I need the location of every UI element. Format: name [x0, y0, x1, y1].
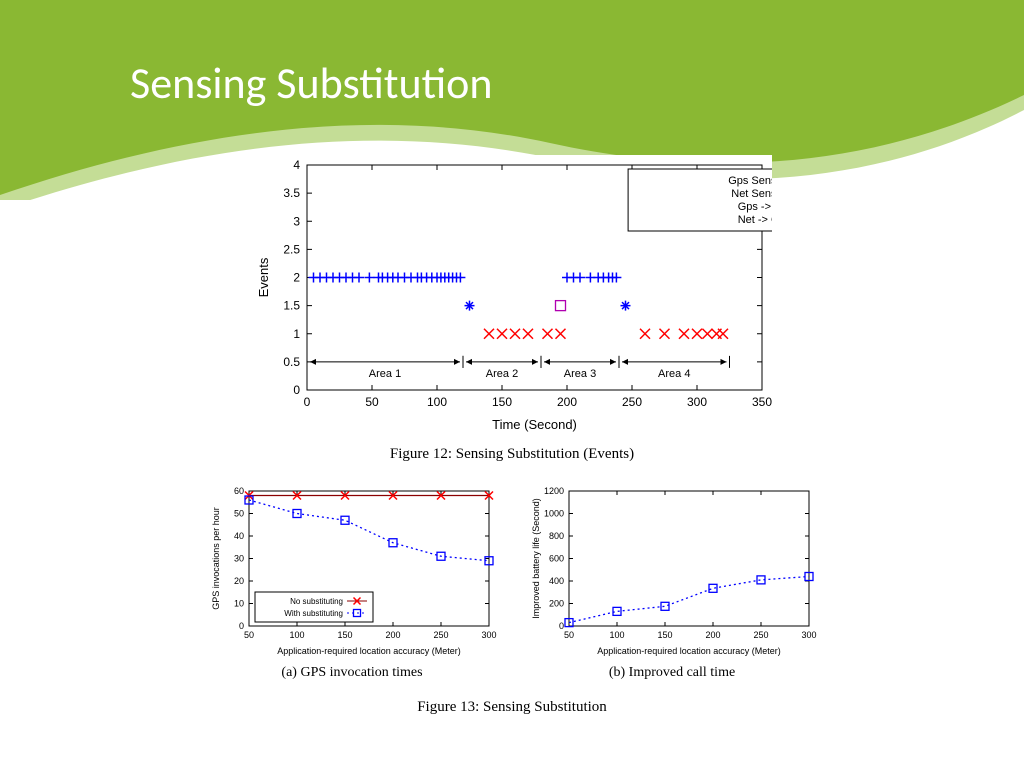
- svg-text:10: 10: [234, 599, 244, 609]
- svg-text:30: 30: [234, 554, 244, 564]
- svg-text:Area 4: Area 4: [658, 368, 690, 380]
- svg-text:Area 1: Area 1: [369, 368, 401, 380]
- svg-text:300: 300: [481, 630, 496, 640]
- svg-text:No substituting: No substituting: [290, 597, 343, 606]
- svg-text:400: 400: [549, 576, 564, 586]
- svg-text:0: 0: [239, 621, 244, 631]
- svg-text:0: 0: [559, 621, 564, 631]
- svg-text:50: 50: [564, 630, 574, 640]
- svg-text:Gps -> Net: Gps -> Net: [738, 201, 772, 213]
- svg-text:300: 300: [801, 630, 816, 640]
- svg-text:4: 4: [293, 158, 300, 172]
- svg-text:Area 2: Area 2: [486, 368, 518, 380]
- svg-text:2.5: 2.5: [283, 242, 300, 256]
- svg-text:350: 350: [752, 395, 772, 409]
- svg-text:Gps Sensing: Gps Sensing: [728, 175, 772, 187]
- svg-text:1000: 1000: [544, 509, 564, 519]
- svg-text:250: 250: [622, 395, 642, 409]
- svg-text:200: 200: [705, 630, 720, 640]
- svg-text:300: 300: [687, 395, 707, 409]
- caption-figure-13: Figure 13: Sensing Substitution: [417, 699, 607, 716]
- svg-text:0: 0: [304, 395, 311, 409]
- svg-text:3: 3: [293, 214, 300, 228]
- svg-text:200: 200: [557, 395, 577, 409]
- svg-text:50: 50: [365, 395, 379, 409]
- slide-content: 05010015020025030035000.511.522.533.54Ti…: [0, 155, 1024, 768]
- svg-text:250: 250: [433, 630, 448, 640]
- svg-text:50: 50: [234, 509, 244, 519]
- svg-text:Application-required location: Application-required location accuracy (…: [277, 646, 461, 656]
- subcaption-b: (b) Improved call time: [527, 665, 817, 681]
- chart-a-container: 50 100 150 200 250 300 0 10 20 30 40 50 60 Applicatio…: [207, 483, 497, 681]
- svg-text:800: 800: [549, 531, 564, 541]
- svg-text:150: 150: [492, 395, 512, 409]
- svg-text:1: 1: [293, 327, 300, 341]
- svg-text:Improved battery life (Second): Improved battery life (Second): [531, 498, 541, 619]
- svg-text:50: 50: [244, 630, 254, 640]
- svg-text:100: 100: [289, 630, 304, 640]
- caption-figure-12: Figure 12: Sensing Substitution (Events): [390, 446, 634, 463]
- svg-text:GPS invocations per hour: GPS invocations per hour: [211, 507, 221, 610]
- svg-text:Events: Events: [256, 257, 271, 297]
- svg-text:150: 150: [657, 630, 672, 640]
- chart-events: 0 50 100 150 200 250 300 350 0 0.5 1 1.5 2 2.5 3 3.5 4 Ti…: [252, 155, 772, 440]
- svg-text:200: 200: [385, 630, 400, 640]
- svg-text:Application-required location: Application-required location accuracy (…: [597, 646, 781, 656]
- svg-text:600: 600: [549, 554, 564, 564]
- svg-text:0.5: 0.5: [283, 355, 300, 369]
- svg-text:1200: 1200: [544, 486, 564, 496]
- chart-b-container: 50 100 150 200 250 300 0 200 400 600 800 1000 1200 Ap…: [527, 483, 817, 681]
- chart-row: 50 100 150 200 250 300 0 10 20 30 40 50 60 Applicatio…: [207, 483, 817, 681]
- slide-title: Sensing Substitution: [130, 56, 492, 110]
- subcaption-a: (a) GPS invocation times: [207, 665, 497, 681]
- svg-text:Time (Second): Time (Second): [492, 417, 577, 432]
- svg-text:1.5: 1.5: [283, 299, 300, 313]
- svg-text:100: 100: [609, 630, 624, 640]
- svg-text:2: 2: [293, 271, 300, 285]
- svg-text:3.5: 3.5: [283, 186, 300, 200]
- svg-text:60: 60: [234, 486, 244, 496]
- svg-text:40: 40: [234, 531, 244, 541]
- svg-text:With substituting: With substituting: [284, 609, 343, 618]
- svg-text:Net -> Gps: Net -> Gps: [738, 214, 772, 226]
- svg-text:20: 20: [234, 576, 244, 586]
- svg-text:250: 250: [753, 630, 768, 640]
- svg-text:200: 200: [549, 599, 564, 609]
- svg-text:100: 100: [427, 395, 447, 409]
- svg-text:0: 0: [293, 383, 300, 397]
- svg-text:150: 150: [337, 630, 352, 640]
- svg-text:Area 3: Area 3: [564, 368, 596, 380]
- svg-text:Net Sensing: Net Sensing: [731, 188, 772, 200]
